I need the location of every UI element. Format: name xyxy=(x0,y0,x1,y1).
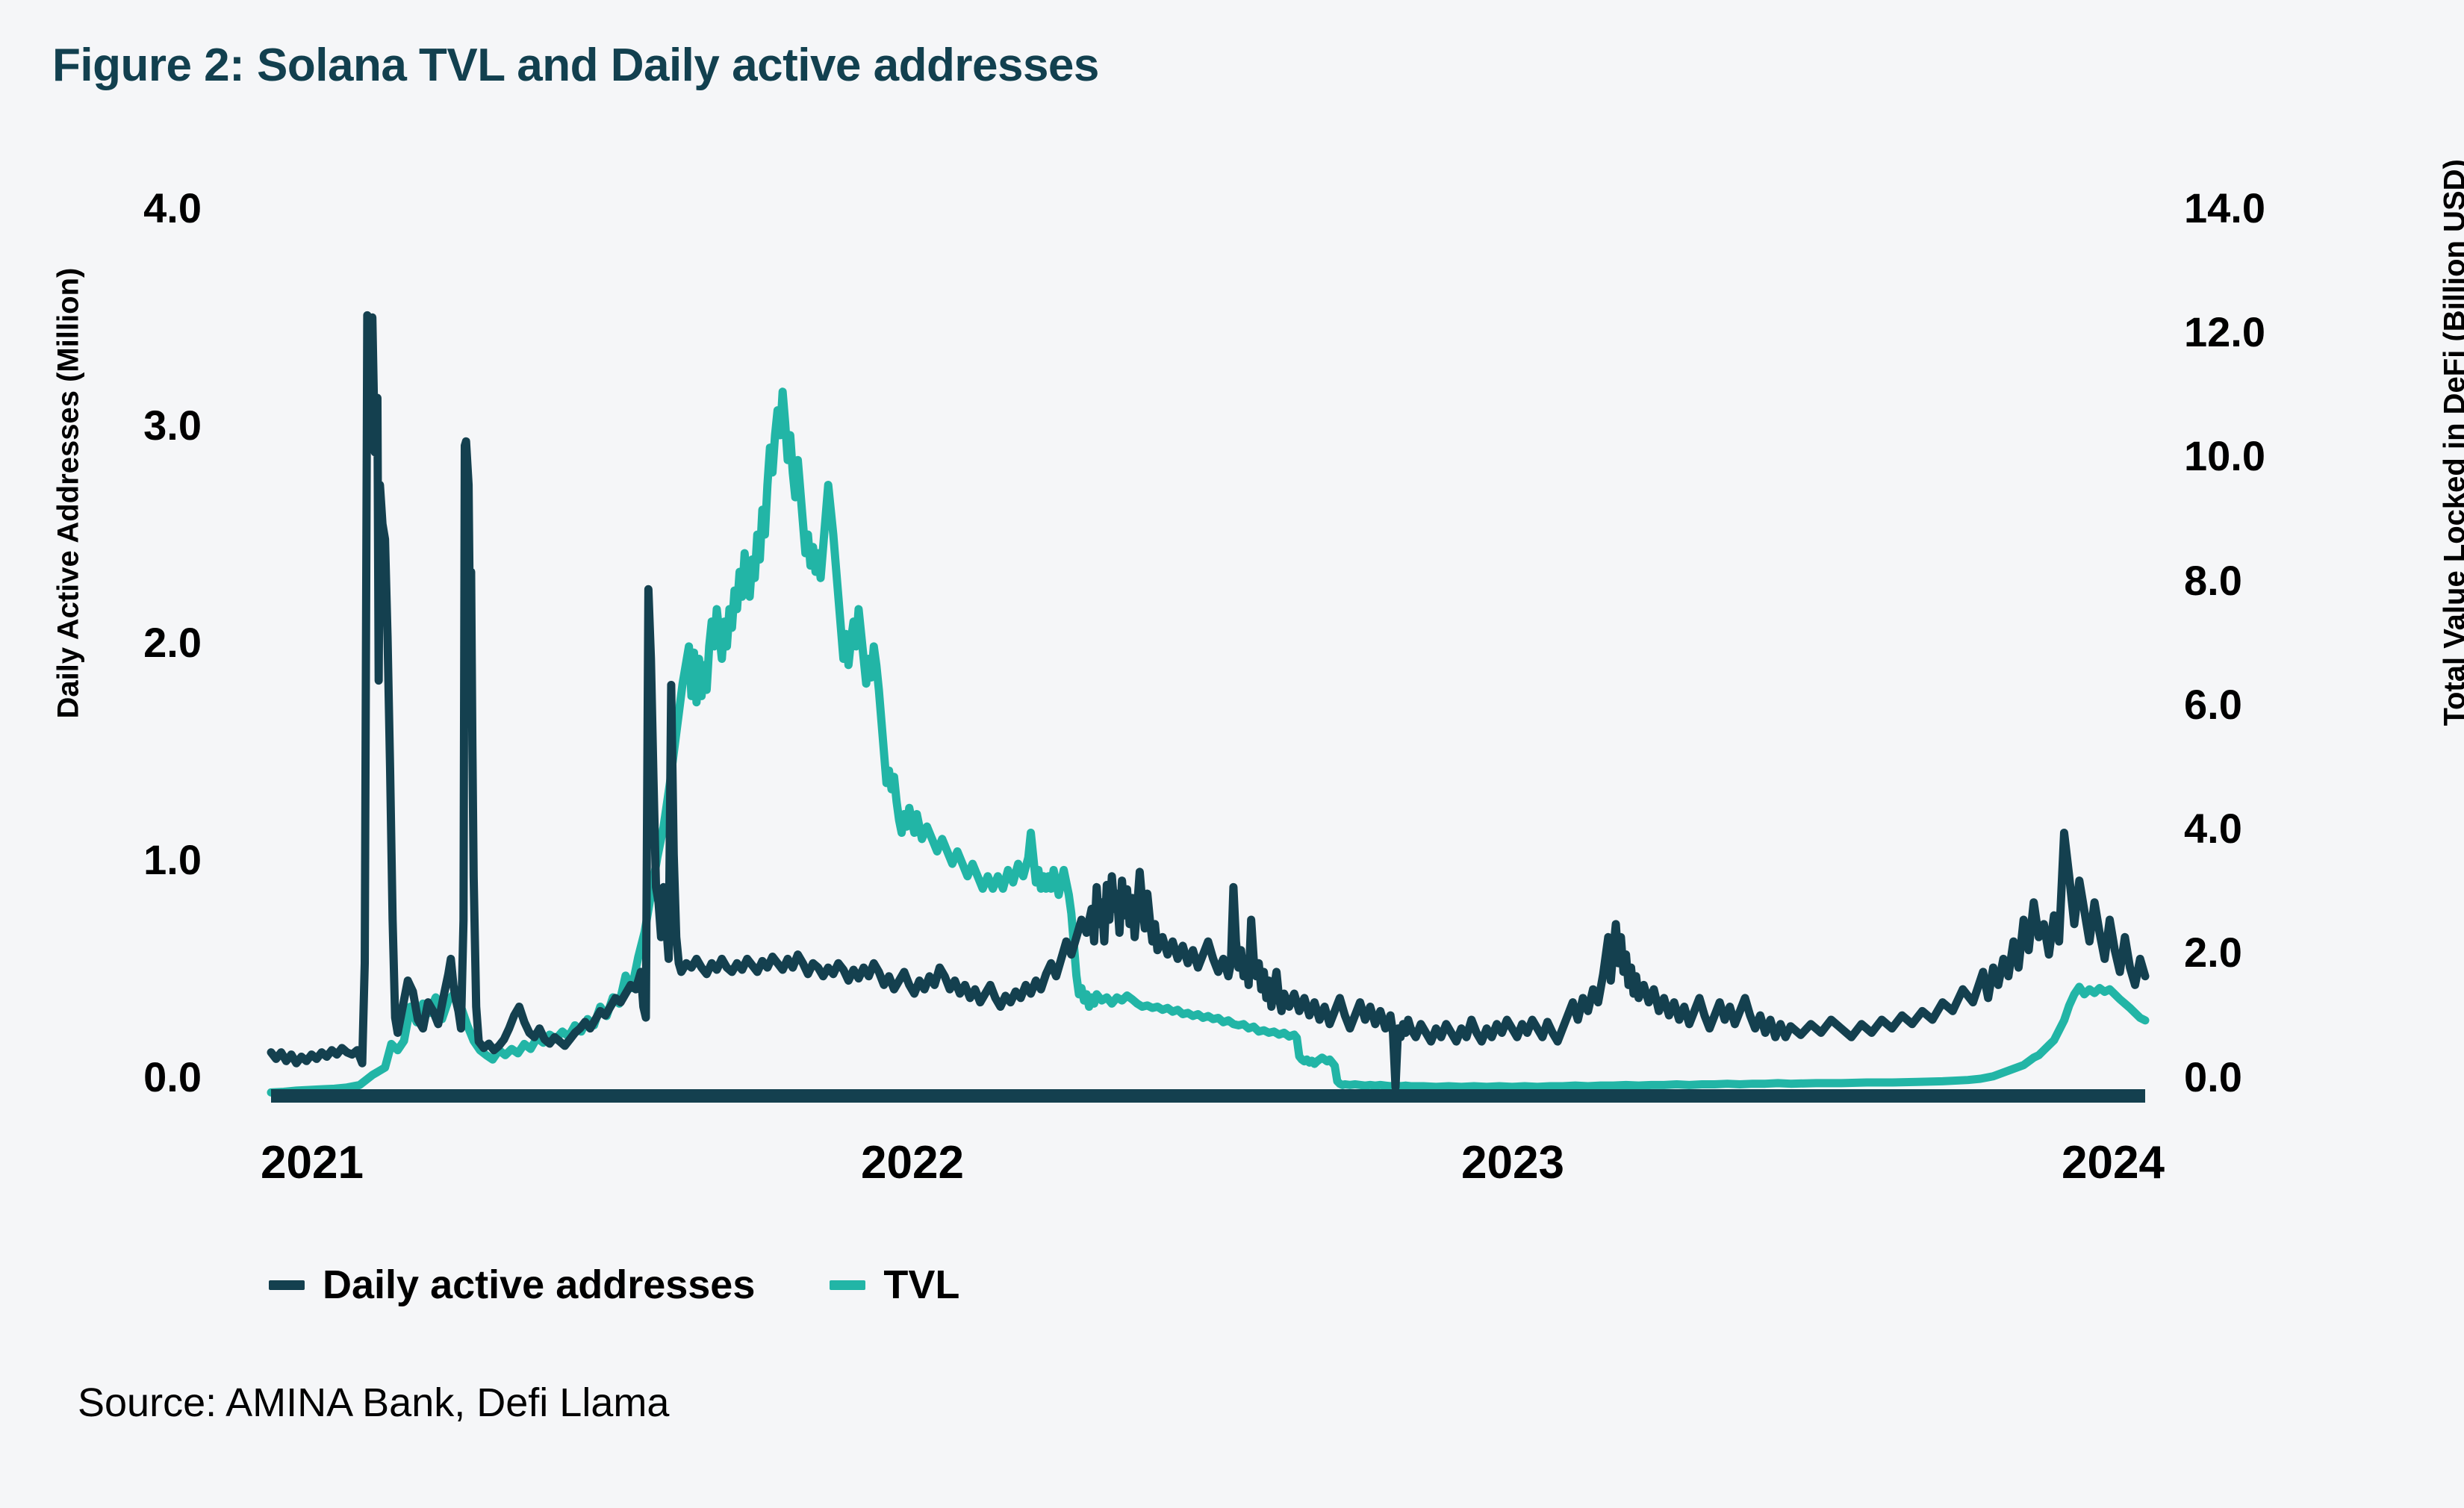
right-axis-tick-12: 12.0 xyxy=(2184,308,2265,355)
legend-label-tvl: TVL xyxy=(883,1262,960,1307)
right-axis-tick-0: 0.0 xyxy=(2184,1053,2242,1100)
series-line-daily-active-addresses xyxy=(267,311,2150,1091)
legend-entry-tvl[interactable]: TVL xyxy=(830,1262,959,1308)
left-axis-tick-2: 2.0 xyxy=(143,619,202,666)
right-axis-tick-8: 8.0 xyxy=(2184,557,2242,604)
right-axis-tick-10: 10.0 xyxy=(2184,432,2265,479)
legend-entry-daily-active-addresses[interactable]: Daily active addresses xyxy=(269,1262,755,1308)
right-axis-tick-4: 4.0 xyxy=(2184,805,2242,852)
x-axis-line xyxy=(271,1089,2145,1103)
right-axis-tick-14: 14.0 xyxy=(2184,184,2265,231)
legend-swatch-daily-active-addresses xyxy=(269,1280,305,1290)
x-axis-tick-2021: 2021 xyxy=(261,1137,364,1188)
chart-legend: Daily active addresses TVL xyxy=(269,1262,959,1308)
source-note: Source: AMINA Bank, Defi Llama xyxy=(78,1380,670,1425)
left-axis-tick-3: 3.0 xyxy=(143,402,202,449)
series-line-tvl xyxy=(267,387,2150,1097)
left-axis-tick-0: 0.0 xyxy=(143,1053,202,1100)
left-axis-tick-4: 4.0 xyxy=(143,184,202,231)
page-title: Figure 2: Solana TVL and Daily active ad… xyxy=(52,40,1099,91)
right-axis-tick-6: 6.0 xyxy=(2184,681,2242,728)
legend-label-daily-active-addresses: Daily active addresses xyxy=(323,1262,756,1307)
x-axis-tick-2024: 2024 xyxy=(2062,1137,2165,1188)
x-axis-tick-2022: 2022 xyxy=(861,1137,964,1188)
right-axis-tick-2: 2.0 xyxy=(2184,929,2242,976)
left-axis-tick-1: 1.0 xyxy=(143,836,202,883)
legend-swatch-tvl xyxy=(830,1280,866,1290)
x-axis-tick-2023: 2023 xyxy=(1461,1137,1564,1188)
